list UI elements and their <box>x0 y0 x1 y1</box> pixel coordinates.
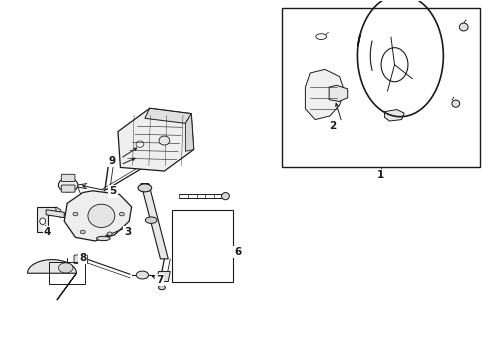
Polygon shape <box>329 85 348 102</box>
Ellipse shape <box>73 212 78 216</box>
Text: 2: 2 <box>329 121 337 131</box>
Ellipse shape <box>58 263 73 273</box>
Ellipse shape <box>88 204 115 228</box>
Polygon shape <box>37 207 56 232</box>
Ellipse shape <box>146 217 157 224</box>
Ellipse shape <box>159 285 165 290</box>
Text: 9: 9 <box>109 156 116 166</box>
Polygon shape <box>145 108 191 123</box>
Text: 7: 7 <box>156 275 163 285</box>
Bar <box>172 211 233 282</box>
Ellipse shape <box>107 232 112 235</box>
Polygon shape <box>56 207 61 218</box>
Polygon shape <box>305 69 344 120</box>
Ellipse shape <box>159 136 170 145</box>
Ellipse shape <box>138 184 152 192</box>
Text: 3: 3 <box>124 227 131 237</box>
Text: 1: 1 <box>377 170 384 180</box>
Text: 4: 4 <box>44 228 51 237</box>
Ellipse shape <box>120 212 124 216</box>
Ellipse shape <box>40 218 46 225</box>
Ellipse shape <box>459 23 468 31</box>
Ellipse shape <box>58 178 78 192</box>
Ellipse shape <box>452 100 460 107</box>
Text: 5: 5 <box>109 186 117 197</box>
Ellipse shape <box>221 193 229 200</box>
Polygon shape <box>118 108 194 171</box>
Polygon shape <box>27 260 76 300</box>
Polygon shape <box>385 109 404 121</box>
Bar <box>282 8 480 167</box>
Text: 8: 8 <box>79 253 86 263</box>
FancyBboxPatch shape <box>61 174 75 181</box>
Ellipse shape <box>97 236 110 240</box>
FancyBboxPatch shape <box>74 255 88 264</box>
Polygon shape <box>64 191 132 241</box>
Text: 6: 6 <box>234 247 241 257</box>
FancyBboxPatch shape <box>61 185 75 192</box>
Ellipse shape <box>136 271 148 279</box>
Polygon shape <box>157 271 170 282</box>
Polygon shape <box>141 184 168 259</box>
Polygon shape <box>185 114 194 151</box>
Bar <box>49 262 85 284</box>
Ellipse shape <box>80 230 85 234</box>
Polygon shape <box>46 210 64 218</box>
